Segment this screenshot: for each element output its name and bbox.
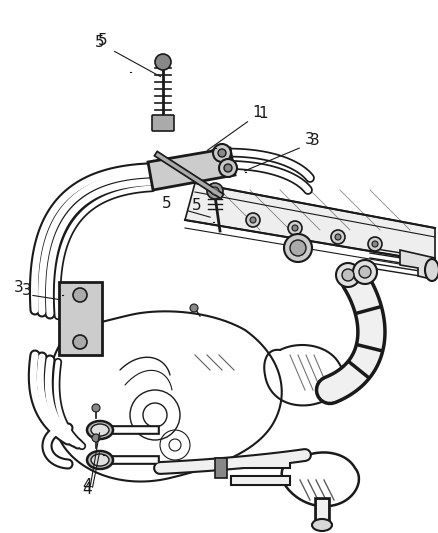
Circle shape [211,187,219,195]
Circle shape [284,234,312,262]
Circle shape [331,230,345,244]
Circle shape [92,404,100,412]
Polygon shape [59,282,102,355]
Ellipse shape [87,451,113,469]
Text: 5: 5 [192,198,201,213]
Bar [215,458,227,478]
Circle shape [372,241,378,247]
Circle shape [73,288,87,302]
Text: 3: 3 [14,280,24,295]
Circle shape [290,240,306,256]
Circle shape [335,234,341,240]
Circle shape [368,237,382,251]
Circle shape [250,217,256,223]
Ellipse shape [91,454,109,466]
Circle shape [246,213,260,227]
Text: 3: 3 [22,283,32,298]
Ellipse shape [425,259,438,281]
Polygon shape [148,148,235,190]
Circle shape [342,269,354,281]
Circle shape [213,144,231,162]
Circle shape [219,159,237,177]
Circle shape [218,149,226,157]
Text: 3: 3 [310,133,320,148]
Circle shape [207,183,223,199]
Circle shape [92,434,100,442]
Polygon shape [400,250,435,280]
FancyBboxPatch shape [152,115,174,131]
Circle shape [353,260,377,284]
Circle shape [155,54,171,70]
Circle shape [73,335,87,349]
Ellipse shape [312,519,332,531]
Circle shape [292,225,298,231]
Text: 5: 5 [98,33,108,48]
Circle shape [336,263,360,287]
Text: 4: 4 [82,478,92,493]
Text: 5: 5 [95,35,105,50]
Circle shape [288,221,302,235]
Text: 1: 1 [258,106,268,121]
Circle shape [224,164,232,172]
Text: 4: 4 [82,482,92,497]
Ellipse shape [91,424,109,436]
Polygon shape [185,183,435,262]
Text: 5: 5 [162,196,172,211]
Circle shape [190,304,198,312]
Ellipse shape [87,421,113,439]
Text: 1: 1 [252,105,261,120]
Text: 3: 3 [305,132,315,147]
Circle shape [359,266,371,278]
